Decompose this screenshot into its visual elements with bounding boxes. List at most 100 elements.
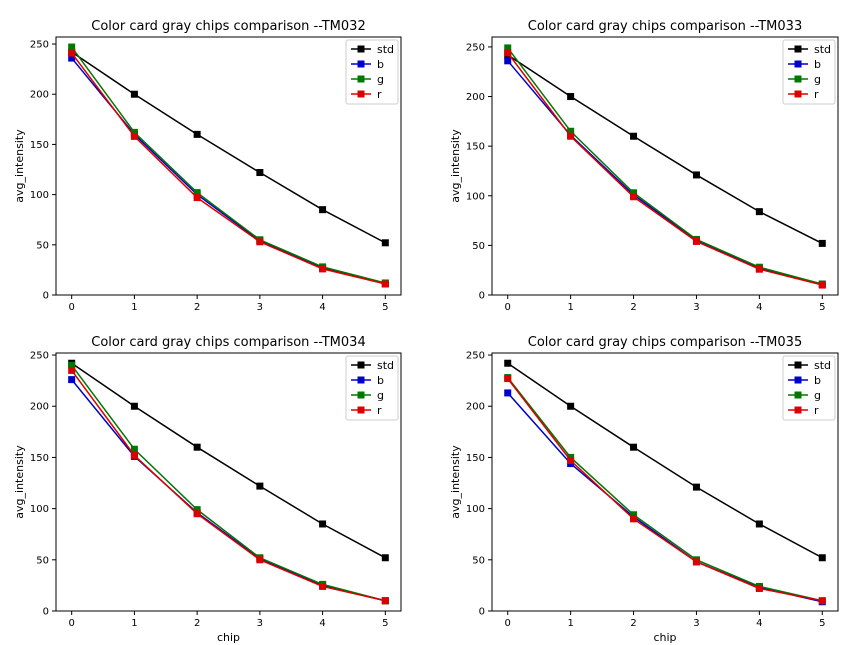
chart-title: Color card gray chips comparison --TM034 [91,335,365,350]
y-tick-label: 50 [472,241,485,252]
chart-panel-1: Color card gray chips comparison --TM033… [449,19,839,313]
chart-title: Color card gray chips comparison --TM035 [528,335,802,350]
y-tick-label: 200 [466,402,485,413]
series-line-b [507,60,823,285]
data-point-std [319,520,327,528]
data-point-std [630,443,638,451]
x-tick-label: 0 [505,302,511,313]
data-point-g [630,511,638,519]
data-point-r [68,366,76,374]
y-tick-label: 250 [30,40,49,51]
data-point-g [130,445,138,453]
legend-box [782,39,836,105]
series-line-r [71,52,386,285]
x-tick-label: 5 [382,618,388,629]
data-point-g [567,127,575,135]
y-tick-label: 0 [479,291,485,302]
legend-marker-b [794,376,802,384]
legend-label-std: std [377,43,394,56]
legend-marker-r [794,406,802,414]
y-tick-label: 150 [30,140,49,151]
x-tick-label: 2 [194,302,200,313]
data-point-r [130,451,138,459]
y-tick-label: 200 [466,92,485,103]
y-tick-label: 100 [466,504,485,515]
data-point-g [68,43,76,51]
data-point-b [68,376,76,384]
legend-box [345,355,399,421]
x-axis-label: chip [217,631,240,644]
x-tick-label: 3 [257,302,263,313]
data-point-std [692,171,700,179]
data-point-std [755,208,763,216]
data-point-b [504,389,512,397]
data-point-std [818,239,826,247]
y-tick-label: 250 [466,351,485,362]
legend-label-g: g [377,389,384,402]
data-point-r [567,132,575,140]
legend-label-r: r [377,88,382,101]
legend-marker-b [357,376,365,384]
legend-label-r: r [377,404,382,417]
legend-marker-r [357,90,365,98]
y-axis-label: avg_intensity [449,129,462,203]
legend-box [782,355,836,421]
x-tick-label: 5 [819,302,825,313]
series-line-b [71,379,386,602]
data-point-std [130,90,138,98]
data-point-r [567,457,575,464]
data-point-r [256,556,264,564]
data-point-std [567,93,575,101]
y-axis-label: avg_intensity [13,445,26,519]
chart-title: Color card gray chips comparison --TM032 [91,19,365,34]
legend-label-b: b [814,58,821,71]
x-tick-label: 3 [257,618,263,629]
legend-marker-g [357,391,365,399]
y-tick-label: 100 [30,190,49,201]
y-tick-label: 0 [43,607,49,618]
y-tick-label: 100 [466,191,485,202]
x-tick-label: 3 [693,302,699,313]
x-tick-label: 0 [68,302,74,313]
x-tick-label: 1 [567,302,573,313]
data-point-std [818,554,826,562]
data-point-r [692,558,700,566]
data-point-b [504,57,512,65]
x-tick-label: 5 [819,618,825,629]
data-point-b [68,54,76,62]
y-tick-label: 150 [466,142,485,153]
data-point-r [630,193,638,201]
data-point-r [630,515,638,523]
series-line-std [71,51,386,244]
legend-label-b: b [377,58,384,71]
data-point-g [193,189,201,197]
legend: std bgr [782,39,836,105]
legend-marker-b [794,60,802,68]
series-line-std [71,362,386,559]
series-line-r [71,369,386,602]
x-tick-label: 5 [382,302,388,313]
legend: std bgr [345,39,399,105]
y-tick-label: 50 [36,240,49,251]
legend-marker-g [794,75,802,83]
chart-title: Color card gray chips comparison --TM033 [528,19,802,34]
legend-marker-b [357,60,365,68]
plot-frame [55,36,402,296]
y-tick-label: 150 [30,453,49,464]
legend-box [345,39,399,105]
legend-marker-std [357,45,365,53]
data-point-std [504,359,512,367]
legend-marker-r [357,406,365,414]
data-point-std [256,482,264,490]
x-tick-label: 1 [131,618,137,629]
legend: std bgr [345,355,399,421]
x-axis-label: chip [653,631,676,644]
legend-marker-std [357,361,365,369]
series-line-b [507,392,823,603]
data-point-r [818,281,826,289]
legend-label-g: g [814,389,821,402]
data-point-r [319,582,327,590]
data-point-r [130,132,138,140]
data-point-r [818,597,826,605]
